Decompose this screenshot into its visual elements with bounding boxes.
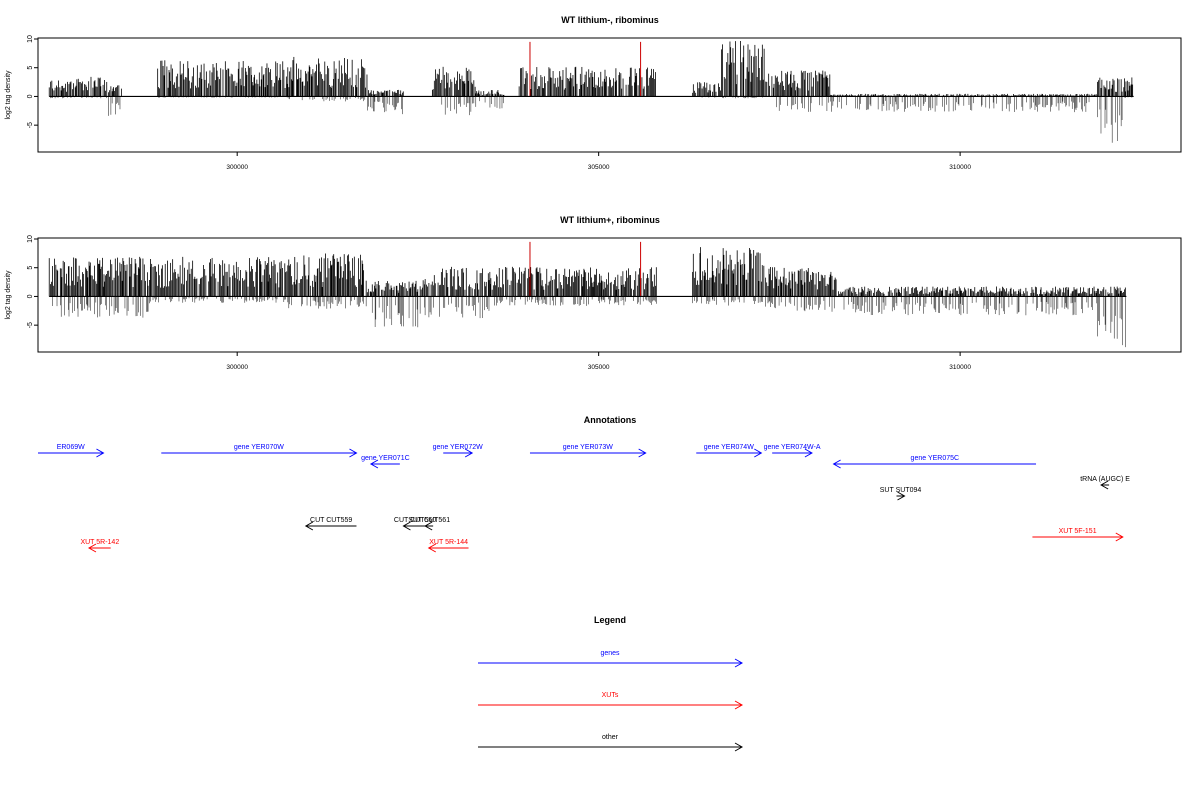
track-title: WT lithium-, ribominus xyxy=(561,15,659,25)
annotation-feature[interactable]: SUT CUT561 xyxy=(408,517,450,531)
annotation-arrow-arrowhead xyxy=(369,459,379,469)
axes: 10 5 0 -5 300000 305000 310000 xyxy=(27,35,971,171)
y-tick-label: 5 xyxy=(27,266,34,270)
annotation-arrow-arrowhead xyxy=(832,459,841,469)
annotations-title: Annotations xyxy=(584,415,637,425)
annotation-feature[interactable]: XUT 5R-142 xyxy=(80,539,119,553)
y-axis-label: log2 tag density xyxy=(5,70,12,120)
annotation-label: gene YER074W xyxy=(704,444,754,451)
annotation-arrow-arrowhead xyxy=(754,448,763,458)
annotation-arrow-arrowhead xyxy=(402,521,411,531)
annotations-panel: Annotations ER069W gene YER070W gene YER07… xyxy=(38,415,1130,553)
x-tick-label: 300000 xyxy=(226,364,248,371)
annotation-label: CUT CUT559 xyxy=(310,517,352,524)
annotation-arrow-arrowhead xyxy=(427,543,437,553)
annotation-arrow-arrowhead xyxy=(897,491,906,501)
y-tick-label: 0 xyxy=(27,294,34,298)
annotation-label: XUT 5F-151 xyxy=(1059,528,1097,535)
annotation-items: ER069W gene YER070W gene YER071C gene YER07… xyxy=(38,444,1130,553)
annotation-arrow-arrowhead xyxy=(804,448,813,458)
legend-label: XUTs xyxy=(602,692,619,699)
annotation-label: gene YER074W-A xyxy=(764,444,821,451)
annotation-arrow-arrowhead xyxy=(87,543,97,553)
annotation-label: gene YER071C xyxy=(361,455,410,462)
annotation-label: gene YER075C xyxy=(911,455,960,462)
legend-arrow-arrowhead xyxy=(734,742,744,752)
annotation-arrow-arrowhead xyxy=(349,448,358,458)
annotation-label: ER069W xyxy=(57,444,85,451)
x-tick-label: 310000 xyxy=(949,164,971,171)
legend-label: other xyxy=(602,734,619,741)
legend-title: Legend xyxy=(594,615,626,625)
annotation-feature[interactable]: tRNA (AUGC) E xyxy=(1080,476,1130,490)
axes: 10 5 0 -5 300000 305000 310000 xyxy=(27,235,971,371)
y-tick-label: 0 xyxy=(27,94,34,98)
annotation-arrow-arrowhead xyxy=(638,448,647,458)
bar-series xyxy=(48,241,1127,348)
legend-item-gene: genes xyxy=(478,650,744,668)
annotation-feature[interactable]: gene YER071C xyxy=(361,455,410,469)
annotation-label: gene YER070W xyxy=(234,444,284,451)
annotation-arrow-arrowhead xyxy=(96,448,105,458)
annotation-label: SUT SUT094 xyxy=(880,487,922,494)
annotation-feature[interactable]: gene YER074W-A xyxy=(764,444,821,458)
annotation-arrow-arrowhead xyxy=(1115,532,1124,542)
plot-frame xyxy=(37,237,1182,353)
annotation-label: XUT 5R-144 xyxy=(429,539,468,546)
plot-frame xyxy=(37,37,1182,153)
y-axis-label: log2 tag density xyxy=(5,270,12,320)
annotation-arrow-arrowhead xyxy=(424,521,433,531)
legend-item-other: other xyxy=(478,734,744,752)
annotation-feature[interactable]: XUT 5R-144 xyxy=(427,539,469,553)
y-tick-label: -5 xyxy=(27,122,34,128)
annotation-feature[interactable]: gene YER070W xyxy=(161,444,358,458)
annotation-feature[interactable]: ER069W xyxy=(38,444,105,458)
x-tick-label: 305000 xyxy=(588,164,610,171)
annotation-label: tRNA (AUGC) E xyxy=(1080,476,1130,483)
annotation-arrow-arrowhead xyxy=(1100,480,1109,490)
y-tick-label: 10 xyxy=(27,35,34,43)
annotation-label: SUT CUT561 xyxy=(408,517,450,524)
y-tick-label: 5 xyxy=(27,66,34,70)
legend-item-xut: XUTs xyxy=(478,692,744,710)
track-title: WT lithium+, ribominus xyxy=(560,215,660,225)
annotation-label: XUT 5R-142 xyxy=(80,539,119,546)
track-panel-lithium-minus: WT lithium-, ribominus log2 tag density … xyxy=(5,15,1182,171)
annotation-feature[interactable]: XUT 5F-151 xyxy=(1032,528,1124,542)
annotation-label: gene YER073W xyxy=(563,444,613,451)
y-tick-label: 10 xyxy=(27,235,34,243)
annotation-feature[interactable]: gene YER072W xyxy=(433,444,483,458)
annotation-feature[interactable]: CUT CUT560 xyxy=(394,517,436,531)
x-tick-label: 300000 xyxy=(226,164,248,171)
annotation-feature[interactable]: gene YER075C xyxy=(832,455,1037,469)
annotation-feature[interactable]: gene YER074W xyxy=(696,444,763,458)
x-tick-label: 305000 xyxy=(588,364,610,371)
annotation-feature[interactable]: CUT CUT559 xyxy=(304,517,357,531)
legend-arrow-arrowhead xyxy=(734,700,744,710)
annotation-arrow-arrowhead xyxy=(304,521,314,531)
annotation-feature[interactable]: SUT SUT094 xyxy=(880,487,922,501)
annotation-feature[interactable]: gene YER073W xyxy=(529,444,647,458)
annotation-arrow-arrowhead xyxy=(464,448,474,458)
legend-items: genes XUTs other xyxy=(478,650,744,752)
legend-panel: Legend genes XUTs other xyxy=(478,615,744,752)
bar-series xyxy=(48,40,1134,143)
annotation-label: CUT CUT560 xyxy=(394,517,436,524)
y-tick-label: -5 xyxy=(27,322,34,328)
track-panel-lithium-plus: WT lithium+, ribominus log2 tag density … xyxy=(5,215,1182,371)
x-tick-label: 310000 xyxy=(949,364,971,371)
legend-arrow-arrowhead xyxy=(734,658,744,668)
annotation-label: gene YER072W xyxy=(433,444,483,451)
legend-label: genes xyxy=(600,650,620,657)
